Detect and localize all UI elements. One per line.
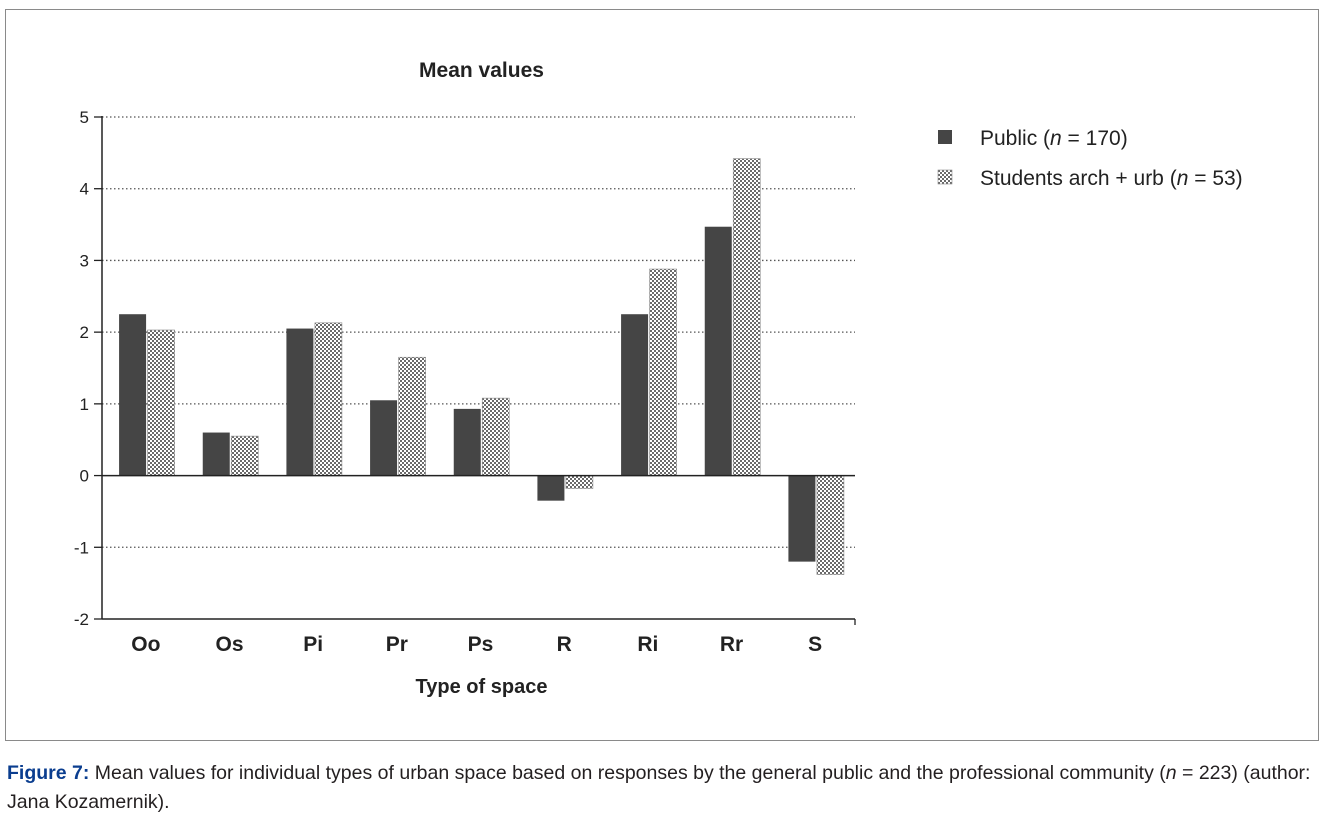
bar-public-r: [537, 475, 565, 501]
x-tick-label: Pr: [386, 633, 408, 656]
bar-students-pi: [314, 322, 343, 476]
x-tick-label: Ri: [637, 633, 658, 656]
y-tick-label: 4: [80, 180, 89, 199]
bar-public-s: [788, 475, 816, 562]
y-tick-label: 2: [80, 323, 89, 342]
bar-students-s: [816, 475, 845, 575]
chart-title: Mean values: [419, 59, 544, 82]
caption-n: n: [1165, 762, 1177, 784]
bar-public-oo: [119, 314, 147, 476]
bar-students-os: [230, 435, 259, 476]
y-tick-label: 0: [80, 467, 89, 486]
y-tick-label: 3: [80, 251, 89, 270]
bar-public-ps: [453, 408, 481, 476]
legend-swatch-students: [937, 169, 953, 185]
bar-public-rr: [704, 226, 732, 476]
bar-chart: Mean values 5 4 3 2 1 0 -1 -2 Oo Os Pi Pr Ps R Ri Rr S Typ…: [74, 59, 1243, 698]
x-tick-label: S: [808, 633, 822, 656]
x-tick-label: Ps: [468, 633, 494, 656]
figure-frame: Mean values 5 4 3 2 1 0 -1 -2 Oo Os Pi Pr Ps R Ri Rr S Typ…: [5, 9, 1319, 741]
y-tick-label: 5: [80, 108, 89, 127]
y-tick-label: 1: [80, 395, 89, 414]
bar-public-pi: [286, 328, 314, 476]
caption-text-1: Mean values for individual types of urba…: [89, 762, 1166, 784]
bar-students-ps: [481, 397, 510, 476]
bar-students-pr: [398, 356, 426, 476]
bar-public-ri: [621, 314, 649, 476]
legend-swatch-public: [938, 130, 952, 144]
x-tick-label: Pi: [303, 633, 323, 656]
bar-public-pr: [370, 400, 398, 476]
bar-students-rr: [732, 158, 761, 476]
x-tick-label: Oo: [131, 633, 160, 656]
x-tick-label: Rr: [720, 633, 743, 656]
x-tick-label: R: [557, 633, 572, 656]
bar-students-oo: [147, 329, 175, 476]
caption-text-2: = 223) (author: Jana Kozamernik).: [7, 762, 1311, 813]
bar-students-r: [565, 475, 594, 489]
bar-students-ri: [649, 268, 677, 476]
y-tick-label: -1: [74, 538, 89, 557]
caption-label: Figure 7:: [7, 762, 90, 784]
legend-label-students: Students arch + urb (n = 53): [980, 167, 1243, 190]
figure-caption: Figure 7: Mean values for individual typ…: [7, 759, 1323, 817]
legend-label-public: Public (n = 170): [980, 127, 1128, 150]
x-axis-title: Type of space: [416, 676, 548, 698]
y-tick-label: -2: [74, 610, 89, 629]
bar-public-os: [202, 432, 230, 476]
x-tick-label: Os: [215, 633, 243, 656]
